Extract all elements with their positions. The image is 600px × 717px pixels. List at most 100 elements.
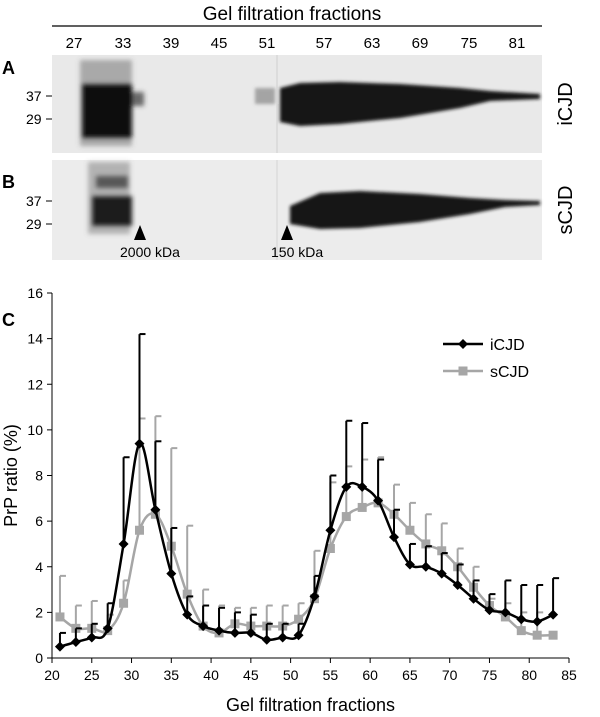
data-point (484, 605, 495, 616)
data-point (293, 630, 304, 641)
lane-label: 33 (115, 35, 132, 52)
blot-a (52, 55, 542, 153)
y-tick-label: 12 (27, 376, 43, 392)
lane-label: 45 (211, 35, 228, 52)
x-tick-label: 45 (243, 667, 259, 683)
data-point (532, 630, 542, 640)
lane-label: 57 (316, 35, 333, 52)
data-point (500, 607, 511, 618)
data-point (118, 538, 129, 549)
data-point (150, 504, 161, 515)
lane-label: 51 (259, 35, 276, 52)
data-point (294, 614, 304, 624)
data-point (421, 539, 431, 549)
panel-a-letter: A (2, 58, 15, 78)
panel-b-marker-37: 37 (26, 193, 42, 209)
arrowhead-2000kda (134, 225, 146, 240)
data-point (134, 438, 145, 449)
blot-a-left-smear (80, 60, 144, 146)
data-point (405, 525, 415, 535)
lane-label: 81 (509, 35, 526, 52)
x-tick-label: 50 (283, 667, 299, 683)
data-point (437, 546, 447, 556)
panel-a-marker-37: 37 (26, 88, 42, 104)
data-point (261, 634, 272, 645)
panel-a-marker-29: 29 (26, 111, 42, 127)
x-tick-label: 55 (323, 667, 339, 683)
data-point (420, 561, 431, 572)
data-point (373, 495, 384, 506)
x-tick-label: 40 (203, 667, 219, 683)
x-tick-label: 20 (44, 667, 60, 683)
arrow-label-150kda: 150 kDa (271, 244, 323, 260)
x-tick-label: 30 (124, 667, 140, 683)
legend-marker (458, 366, 468, 376)
series-line (59, 442, 554, 648)
data-point (119, 598, 129, 608)
legend: iCJD sCJD (443, 337, 529, 381)
y-tick-label: 2 (35, 604, 43, 620)
data-point (325, 525, 336, 536)
data-point (55, 612, 65, 622)
lane-label: 27 (66, 35, 83, 52)
data-point (389, 532, 400, 543)
lane-label: 69 (412, 35, 429, 52)
gel-header-title: Gel filtration fractions (203, 4, 381, 25)
x-tick-label: 35 (164, 667, 180, 683)
blot-b-right-smear (290, 191, 540, 229)
data-point (357, 481, 368, 492)
panel-c-letter: C (2, 310, 15, 330)
x-tick-label: 85 (561, 667, 577, 683)
data-point (277, 632, 288, 643)
data-point (309, 591, 320, 602)
series-icjd (54, 333, 560, 652)
data-point (341, 481, 352, 492)
data-point (214, 625, 225, 636)
panel-a-sample-label: iCJD (555, 82, 577, 125)
prp-ratio-chart: 0 2 4 6 8 10 12 14 16 20 25 30 35 40 45 50 55 60 65 70 75 80 8… (1, 285, 577, 715)
lane-label: 75 (461, 35, 478, 52)
data-point (86, 632, 97, 643)
lane-label: 39 (163, 35, 180, 52)
data-point (436, 568, 447, 579)
data-point (341, 512, 351, 522)
data-point (198, 621, 209, 632)
data-point (102, 623, 113, 634)
x-tick-label: 65 (402, 667, 418, 683)
series-line (59, 501, 554, 637)
y-tick-label: 0 (35, 650, 43, 666)
data-point (134, 525, 144, 535)
x-tick-label: 25 (84, 667, 100, 683)
legend-label: sCJD (490, 364, 529, 381)
arrowhead-150kda (281, 225, 293, 240)
data-point (532, 616, 543, 627)
data-point (54, 641, 65, 652)
blot-b (52, 160, 542, 260)
panel-b-sample-label: sCJD (555, 186, 577, 235)
x-tick-label: 60 (362, 667, 378, 683)
data-point (516, 626, 526, 636)
data-point (325, 544, 335, 553)
data-point (229, 627, 240, 638)
lane-label: 63 (364, 35, 381, 52)
x-axis-title: Gel filtration fractions (226, 695, 395, 715)
legend-marker (458, 339, 468, 349)
blot-a-right-smear (255, 82, 540, 126)
gel-lane-labels: 27 33 39 45 51 57 63 69 75 81 (66, 35, 526, 52)
data-point (182, 609, 193, 620)
x-tick-label: 75 (482, 667, 498, 683)
data-point (182, 589, 192, 599)
data-point (357, 502, 367, 512)
panel-b-letter: B (2, 172, 15, 192)
data-point (548, 630, 558, 640)
x-tick-label: 70 (442, 667, 458, 683)
data-point (452, 580, 463, 590)
data-point (548, 609, 559, 620)
y-tick-label: 14 (27, 331, 43, 347)
x-tick-label: 80 (521, 667, 537, 683)
data-point (166, 568, 177, 579)
data-point (468, 593, 479, 604)
blot-b-left-smear (88, 162, 132, 234)
y-tick-label: 8 (35, 468, 43, 484)
